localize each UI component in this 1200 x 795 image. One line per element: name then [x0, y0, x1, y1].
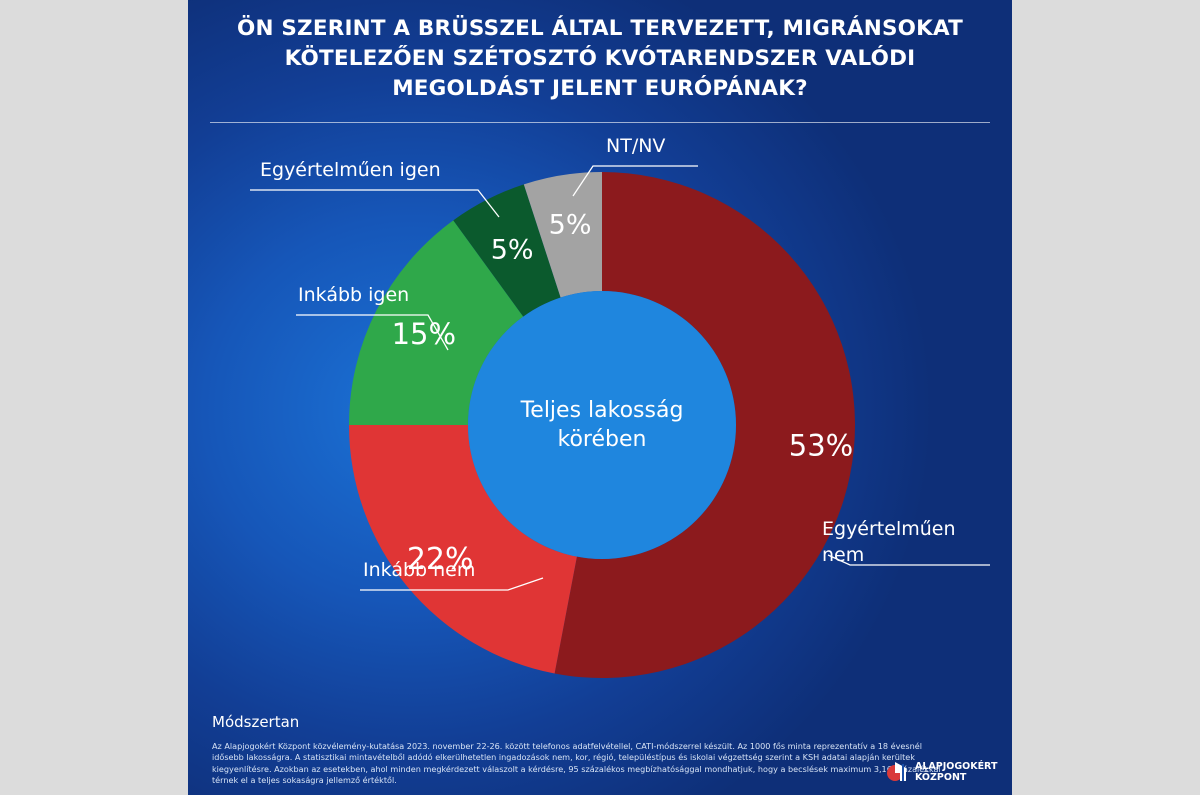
logo-line-2: KÖZPONT	[915, 772, 967, 783]
leader-line-egyertelmuen-nem	[827, 554, 990, 566]
title-line-1: ÖN SZERINT A BRÜSSZEL ÁLTAL TERVEZETT, M…	[236, 16, 964, 41]
category-label-inkabb-igen: Inkább igen	[298, 284, 409, 306]
value-label-egyertelmuen-igen: 5%	[491, 235, 534, 266]
category-label-egyertelmuen-igen: Egyértelműen igen	[260, 159, 441, 181]
logo-line-1: ALAPJOGOKÉRT	[915, 761, 998, 772]
leader-line-inkabb-nem	[360, 577, 544, 591]
slice-inkabb-igen	[349, 220, 524, 425]
title-line-2: KÖTELEZŐEN SZÉTOSZTÓ KVÓTARENDSZER VALÓD…	[284, 46, 916, 71]
leader-line-egyertelmuen-igen	[250, 189, 500, 218]
slice-egyertelmuen-nem	[554, 172, 856, 678]
logo-icon	[887, 762, 906, 781]
value-label-nt-nv: 5%	[549, 210, 592, 241]
value-label-inkabb-nem: 22%	[407, 542, 474, 577]
title-divider	[210, 122, 990, 123]
methodology-title: Módszertan	[212, 713, 300, 731]
leader-line-inkabb-igen	[296, 314, 449, 351]
title-line-3: MEGOLDÁST JELENT EURÓPÁNAK?	[392, 76, 808, 101]
category-label-egyertelmuen-nem-line-1: Egyértelműen	[822, 518, 956, 540]
leader-line-nt-nv	[572, 165, 698, 197]
infographic-poster: ÖN SZERINT A BRÜSSZEL ÁLTAL TERVEZETT, M…	[188, 0, 1012, 795]
category-label-inkabb-nem: Inkább nem	[363, 559, 475, 581]
category-label-egyertelmuen-nem-line-2: nem	[822, 544, 864, 566]
chart-title: ÖN SZERINT A BRÜSSZEL ÁLTAL TERVEZETT, M…	[188, 14, 1012, 104]
logo-text: ALAPJOGOKÉRT KÖZPONT	[915, 761, 997, 783]
center-label-line-2: körében	[558, 427, 647, 452]
center-label-line-1: Teljes lakosság	[520, 398, 684, 423]
donut-center	[468, 291, 736, 559]
slice-egyertelmuen-igen	[453, 184, 561, 317]
methodology-text: Az Alapjogokért Központ közvélemény-kuta…	[212, 741, 941, 786]
category-label-nt-nv: NT/NV	[606, 135, 665, 157]
slice-nt-nv	[523, 172, 602, 298]
slice-inkabb-nem	[349, 425, 577, 674]
value-label-egyertelmuen-nem: 53%	[789, 429, 853, 463]
